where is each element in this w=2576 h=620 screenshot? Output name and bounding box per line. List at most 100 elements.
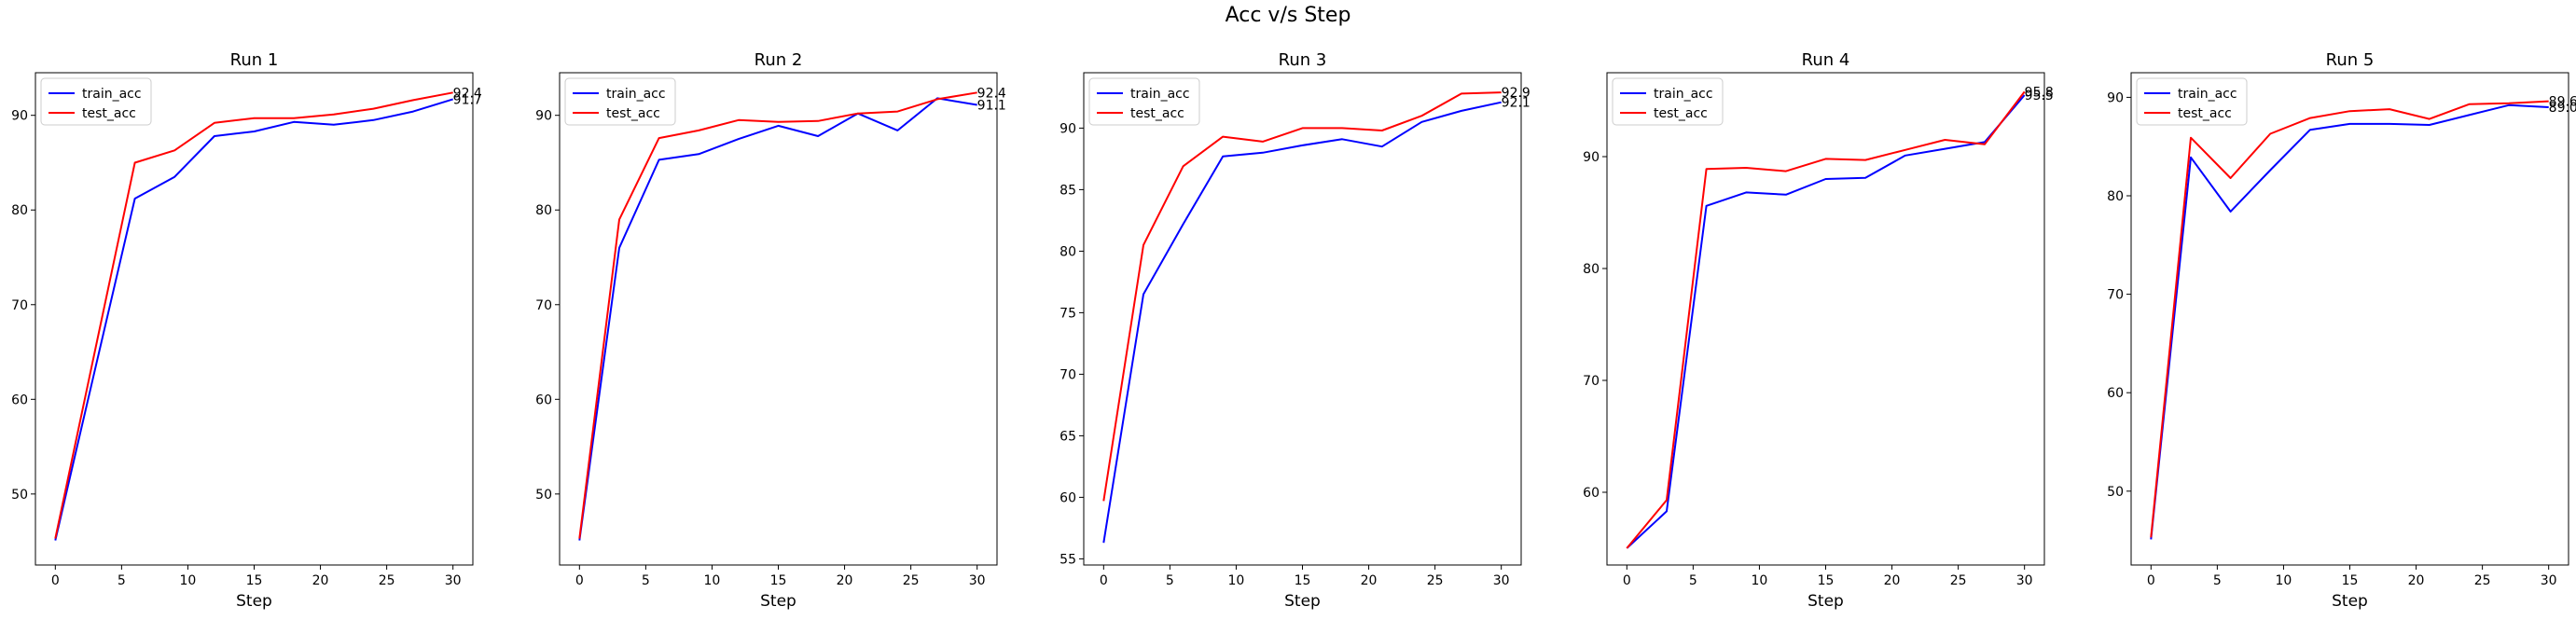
- x-tick-label: 5: [1689, 573, 1697, 588]
- end-value-label: 91.7: [453, 92, 482, 107]
- legend: train_acc test_acc: [564, 77, 676, 126]
- y-tick-label: 55: [1059, 552, 1076, 567]
- x-axis-label: Step: [236, 592, 272, 611]
- series-line-test-acc: [578, 91, 977, 539]
- axes-frame: [559, 72, 998, 566]
- y-tick-label: 70: [535, 298, 552, 313]
- y-tick-label: 70: [1583, 374, 1600, 389]
- x-tick-label: 25: [379, 573, 395, 588]
- series-line-test-acc: [1626, 90, 2026, 549]
- x-tick-label: 30: [2541, 573, 2557, 588]
- x-tick-label: 0: [51, 573, 60, 588]
- y-tick-label: 80: [535, 203, 552, 218]
- x-tick-label: 5: [118, 573, 126, 588]
- y-tick-label: 50: [2107, 485, 2124, 500]
- x-tick-label: 30: [2016, 573, 2033, 588]
- end-value-label: 95.8: [2025, 85, 2054, 100]
- series-line-test-acc: [54, 91, 453, 539]
- y-tick-label: 60: [11, 393, 28, 407]
- series-line-test-acc: [1102, 91, 1502, 502]
- y-tick-label: 90: [1583, 150, 1600, 165]
- end-value-label: 92.1: [1502, 96, 1530, 111]
- legend: train_acc test_acc: [1088, 77, 1200, 126]
- x-axis-label: Step: [1284, 592, 1321, 611]
- end-value-label: 91.1: [977, 99, 1006, 114]
- y-tick-label: 80: [11, 203, 28, 218]
- subplot-title: Run 1: [230, 50, 279, 70]
- x-tick-label: 20: [312, 573, 329, 588]
- legend: train_acc test_acc: [1612, 77, 1724, 126]
- axes-frame: [1606, 72, 2045, 566]
- x-tick-label: 0: [1623, 573, 1631, 588]
- x-tick-label: 30: [1493, 573, 1510, 588]
- series-line-train-acc: [1102, 101, 1502, 544]
- subplot-run-5: Run 5 0 5 10 15 20 25 30 50 60 70 80 90 Step 89.089.6 t…: [2107, 50, 2576, 611]
- x-tick-label: 0: [575, 573, 584, 588]
- x-tick-label: 30: [445, 573, 462, 588]
- x-tick-label: 15: [2342, 573, 2359, 588]
- x-tick-label: 30: [969, 573, 986, 588]
- legend: train_acc test_acc: [40, 77, 152, 126]
- end-value-label: 92.4: [977, 86, 1006, 101]
- legend-label: train_acc: [606, 87, 666, 102]
- y-tick-label: 60: [1583, 486, 1600, 501]
- x-tick-label: 25: [903, 573, 920, 588]
- subplot-run-1: Run 1 0 5 10 15 20 25 30 50 60 70 80 90 Step 91.792.4 t…: [11, 50, 482, 611]
- legend-label: test_acc: [1654, 106, 1708, 121]
- y-tick-label: 90: [535, 109, 552, 124]
- figure-suptitle: Acc v/s Step: [1225, 4, 1351, 27]
- y-tick-label: 75: [1059, 306, 1076, 321]
- y-tick-label: 70: [11, 298, 28, 313]
- subplot-title: Run 2: [755, 50, 803, 70]
- y-tick-label: 70: [1059, 367, 1076, 382]
- y-tick-label: 80: [1583, 262, 1600, 277]
- legend-label: train_acc: [2178, 87, 2237, 102]
- legend-label: train_acc: [1130, 87, 1190, 102]
- x-axis-label: Step: [1807, 592, 1844, 611]
- end-value-label: 89.6: [2549, 95, 2576, 110]
- axes-frame: [2130, 72, 2569, 566]
- series-line-test-acc: [2150, 100, 2549, 538]
- y-tick-label: 65: [1059, 429, 1076, 444]
- y-tick-label: 80: [1059, 244, 1076, 259]
- axes-frame: [1083, 72, 1522, 566]
- x-tick-label: 0: [1100, 573, 1108, 588]
- y-tick-label: 60: [2107, 386, 2124, 401]
- y-tick-label: 85: [1059, 183, 1076, 198]
- series-line-train-acc: [2150, 103, 2549, 540]
- y-tick-label: 80: [2107, 189, 2124, 204]
- y-tick-label: 50: [535, 488, 552, 503]
- y-tick-label: 90: [1059, 121, 1076, 136]
- x-axis-label: Step: [2332, 592, 2368, 611]
- series-line-train-acc: [1626, 94, 2026, 549]
- end-value-label: 92.4: [453, 86, 482, 101]
- x-tick-label: 10: [1752, 573, 1768, 588]
- y-tick-label: 90: [2107, 90, 2124, 105]
- x-tick-label: 5: [642, 573, 650, 588]
- subplot-title: Run 3: [1279, 50, 1327, 70]
- series-line-train-acc: [54, 98, 453, 541]
- y-tick-label: 60: [1059, 490, 1076, 505]
- end-value-label: 89.0: [2549, 101, 2576, 116]
- legend-label: train_acc: [82, 87, 142, 102]
- x-tick-label: 15: [1295, 573, 1311, 588]
- x-tick-label: 25: [2474, 573, 2491, 588]
- subplot-run-2: Run 2 0 5 10 15 20 25 30 50 60 70 80 90 Step 91.192.4 t…: [535, 50, 1006, 611]
- legend-label: test_acc: [1130, 106, 1184, 121]
- x-tick-label: 10: [704, 573, 721, 588]
- x-tick-label: 20: [1884, 573, 1901, 588]
- legend-label: test_acc: [82, 106, 136, 121]
- x-tick-label: 0: [2147, 573, 2155, 588]
- x-tick-label: 10: [180, 573, 197, 588]
- subplot-run-4: Run 4 0 5 10 15 20 25 30 60 70 80 90 Step 95.595.8 tra…: [1583, 50, 2054, 611]
- y-tick-label: 70: [2107, 288, 2124, 303]
- x-tick-label: 15: [770, 573, 787, 588]
- x-axis-label: Step: [760, 592, 796, 611]
- legend-label: test_acc: [2178, 106, 2232, 121]
- y-tick-label: 90: [11, 109, 28, 124]
- x-tick-label: 20: [2408, 573, 2425, 588]
- end-value-label: 95.5: [2025, 89, 2054, 103]
- x-tick-label: 5: [1166, 573, 1174, 588]
